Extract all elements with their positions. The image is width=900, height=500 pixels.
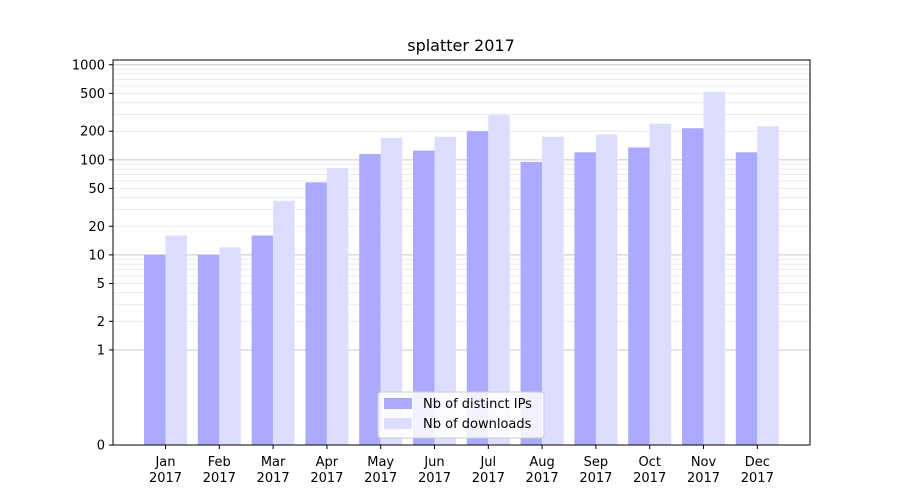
bar-distinct-ips-may bbox=[359, 154, 381, 445]
bar-distinct-ips-sep bbox=[574, 152, 596, 445]
x-tick-label-year: 2017 bbox=[257, 471, 290, 486]
bar-distinct-ips-oct bbox=[628, 147, 650, 446]
y-axis: 0 1 2 5 10 20 50 100 200 500 1000 bbox=[72, 58, 113, 454]
bar-distinct-ips-jan bbox=[144, 254, 166, 445]
x-tick-label-year: 2017 bbox=[741, 471, 774, 486]
y-tick-label: 20 bbox=[88, 220, 105, 235]
bar-downloads-aug bbox=[542, 136, 564, 446]
x-tick-label-year: 2017 bbox=[310, 471, 343, 486]
bar-downloads-sep bbox=[595, 134, 618, 446]
y-tick-label: 0 bbox=[97, 439, 105, 454]
x-tick-label-month: Aug bbox=[529, 455, 554, 470]
bars bbox=[144, 91, 779, 446]
x-tick-label-month: Jan bbox=[154, 455, 175, 470]
bar-downloads-jul bbox=[488, 115, 510, 446]
bar-distinct-ips-dec bbox=[735, 152, 758, 445]
bar-downloads-oct bbox=[649, 123, 672, 446]
legend-swatch bbox=[384, 398, 412, 409]
x-tick-label-year: 2017 bbox=[149, 471, 182, 486]
bar-distinct-ips-jul bbox=[466, 131, 489, 446]
bar-downloads-mar bbox=[273, 200, 295, 445]
bar-distinct-ips-nov bbox=[682, 128, 704, 445]
x-tick-label-month: Mar bbox=[261, 455, 286, 470]
plot-frame bbox=[112, 59, 811, 446]
x-tick-label-year: 2017 bbox=[579, 471, 612, 486]
legend-label: Nb of distinct IPs bbox=[423, 397, 532, 412]
x-tick-label-year: 2017 bbox=[633, 471, 666, 486]
y-tick-label: 5 bbox=[97, 277, 105, 292]
bar-downloads-jan bbox=[165, 235, 187, 445]
bar-distinct-ips-feb bbox=[197, 254, 220, 445]
bar-distinct-ips-jun bbox=[413, 150, 435, 445]
legend-label: Nb of downloads bbox=[423, 417, 532, 432]
bar-downloads-apr bbox=[326, 168, 349, 445]
x-tick-label-year: 2017 bbox=[418, 471, 451, 486]
y-tick-label: 1 bbox=[97, 343, 105, 358]
bar-downloads-nov bbox=[703, 91, 725, 445]
y-tick-label: 1000 bbox=[72, 58, 105, 73]
x-tick-label-month: Apr bbox=[316, 455, 339, 470]
bar-downloads-feb bbox=[219, 247, 241, 445]
y-tick-label: 100 bbox=[80, 153, 105, 168]
bar-distinct-ips-apr bbox=[305, 182, 327, 445]
x-tick-label-month: Jun bbox=[423, 455, 444, 470]
y-tick-label: 500 bbox=[80, 87, 105, 102]
legend: Nb of distinct IPs Nb of downloads bbox=[377, 391, 545, 439]
x-tick-label-year: 2017 bbox=[526, 471, 559, 486]
x-tick-label-month: Dec bbox=[745, 455, 770, 470]
x-tick-label-month: Nov bbox=[691, 455, 717, 470]
x-tick-label-month: Jul bbox=[479, 455, 496, 470]
y-tick-label: 50 bbox=[88, 182, 105, 197]
x-tick-label-month: Sep bbox=[584, 455, 609, 470]
bar-downloads-dec bbox=[757, 126, 779, 445]
bar-distinct-ips-aug bbox=[520, 161, 543, 446]
legend-box bbox=[377, 391, 545, 439]
chart-title: splatter 2017 bbox=[407, 36, 515, 55]
x-tick-label-year: 2017 bbox=[364, 471, 397, 486]
bar-distinct-ips-mar bbox=[251, 235, 274, 445]
x-tick-label-year: 2017 bbox=[203, 471, 236, 486]
x-axis: Jan2017Feb2017Mar2017Apr2017May2017Jun20… bbox=[149, 445, 774, 486]
x-tick-label-month: May bbox=[367, 455, 394, 470]
x-tick-label-year: 2017 bbox=[472, 471, 505, 486]
y-tick-label: 2 bbox=[97, 315, 105, 330]
x-tick-label-month: Oct bbox=[638, 455, 660, 470]
x-tick-label-month: Feb bbox=[208, 455, 231, 470]
y-tick-label: 200 bbox=[80, 125, 105, 140]
y-tick-label: 10 bbox=[88, 248, 105, 263]
x-tick-label-year: 2017 bbox=[687, 471, 720, 486]
bar-downloads-jun bbox=[434, 136, 456, 446]
bar-downloads-may bbox=[380, 137, 403, 445]
legend-swatch bbox=[384, 418, 412, 429]
